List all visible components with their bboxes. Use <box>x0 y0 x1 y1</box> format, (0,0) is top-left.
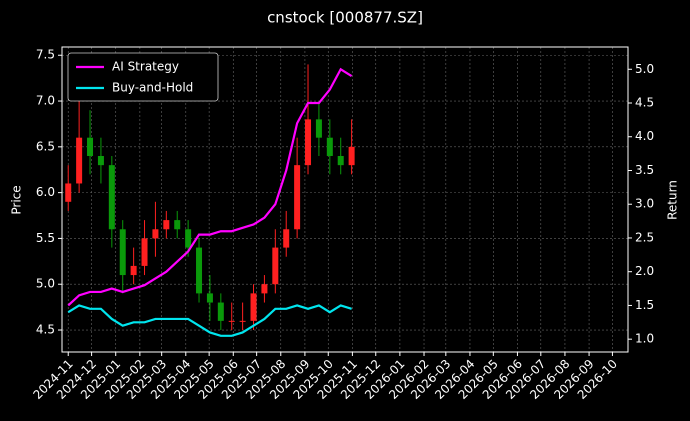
y-tick-label: 6.0 <box>36 185 55 199</box>
candle-body <box>337 155 344 166</box>
candle-body <box>239 320 246 322</box>
candle-body <box>130 265 137 276</box>
y2-tick-label: 5.0 <box>635 62 654 76</box>
legend-box <box>67 52 219 102</box>
candle-body <box>87 137 94 156</box>
y2-tick-label: 3.5 <box>635 163 654 177</box>
y-tick-label: 4.5 <box>36 323 55 337</box>
candle-body <box>97 155 104 166</box>
y2-tick-label: 3.0 <box>635 197 654 211</box>
candle-body <box>152 229 159 239</box>
candle-body <box>163 220 170 230</box>
y2-tick-label: 4.5 <box>635 96 654 110</box>
candle-body <box>294 165 301 230</box>
candle-body <box>315 119 322 138</box>
candle-body <box>108 165 115 230</box>
y2-tick-label: 2.0 <box>635 264 654 278</box>
candle-body <box>185 229 192 248</box>
y2-axis-label: Return <box>666 180 680 220</box>
plot-frame <box>61 46 629 353</box>
candle-body <box>76 137 83 184</box>
candle-body <box>272 247 279 285</box>
candle-body <box>250 293 257 321</box>
line-series <box>67 67 353 307</box>
y-axis-label: Price <box>10 185 24 214</box>
legend-label: AI Strategy <box>112 60 179 74</box>
y-tick-label: 7.0 <box>36 94 55 108</box>
candle-body <box>228 320 235 322</box>
y-tick-label: 5.5 <box>36 231 55 245</box>
y-tick-label: 7.5 <box>36 48 55 62</box>
candle-body <box>65 183 72 202</box>
chart-title: cnstock [000877.SZ] <box>267 9 423 27</box>
candle-body <box>206 293 213 303</box>
y2-tick-label: 1.0 <box>635 332 654 346</box>
candle-body <box>119 229 126 276</box>
y2-tick-label: 2.5 <box>635 230 654 244</box>
candle-body <box>348 146 355 166</box>
y2-tick-label: 4.0 <box>635 129 654 143</box>
y2-tick-label: 1.5 <box>635 298 654 312</box>
candle-body <box>141 238 148 266</box>
y-tick-label: 5.0 <box>36 277 55 291</box>
candle-body <box>217 302 224 321</box>
legend-label: Buy-and-Hold <box>112 81 193 95</box>
candle-body <box>283 229 290 248</box>
line-series <box>67 304 352 337</box>
candle-body <box>326 137 333 156</box>
candle-body <box>261 284 268 294</box>
y-tick-label: 6.5 <box>36 139 55 153</box>
candle-body <box>305 119 312 166</box>
candle-body <box>196 247 203 294</box>
candle-body <box>174 220 181 230</box>
